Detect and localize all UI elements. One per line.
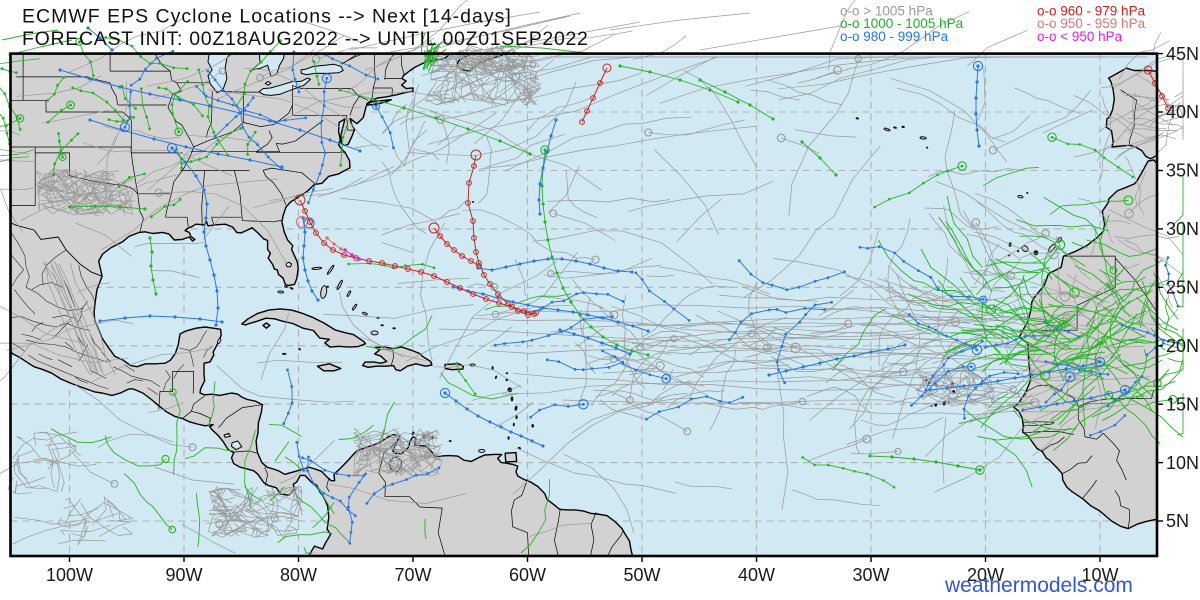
svg-text:10W: 10W xyxy=(1081,565,1118,585)
svg-text:o-o < 950 hPa: o-o < 950 hPa xyxy=(1037,29,1123,44)
svg-text:90W: 90W xyxy=(165,565,202,585)
svg-text:20W: 20W xyxy=(967,565,1004,585)
svg-text:35N: 35N xyxy=(1166,161,1199,181)
svg-text:70W: 70W xyxy=(394,565,431,585)
svg-text:o-o 980 - 999 hPa: o-o 980 - 999 hPa xyxy=(840,29,949,44)
svg-text:o-o 950 - 959 hPa: o-o 950 - 959 hPa xyxy=(1037,16,1146,31)
svg-text:25N: 25N xyxy=(1166,278,1199,298)
svg-text:100W: 100W xyxy=(46,565,93,585)
svg-text:o-o 960 - 979 hPa: o-o 960 - 979 hPa xyxy=(1037,4,1146,19)
svg-text:60W: 60W xyxy=(509,565,546,585)
svg-text:15N: 15N xyxy=(1166,394,1199,414)
svg-text:30N: 30N xyxy=(1166,219,1199,239)
svg-text:o-o > 1005 hPa: o-o > 1005 hPa xyxy=(840,4,933,19)
svg-text:o-o 1000 - 1005 hPa: o-o 1000 - 1005 hPa xyxy=(840,16,964,31)
svg-text:45N: 45N xyxy=(1166,44,1199,64)
svg-text:30W: 30W xyxy=(852,565,889,585)
svg-text:weathermodels.com: weathermodels.com xyxy=(944,574,1133,597)
svg-text:20N: 20N xyxy=(1166,336,1199,356)
svg-text:FORECAST INIT: 00Z18AUG2022 --: FORECAST INIT: 00Z18AUG2022 --> UNTIL 00… xyxy=(22,28,589,50)
svg-text:ECMWF EPS Cyclone Locations --: ECMWF EPS Cyclone Locations --> Next [14… xyxy=(22,6,512,28)
svg-text:40W: 40W xyxy=(738,565,775,585)
svg-text:40N: 40N xyxy=(1166,102,1199,122)
svg-text:50W: 50W xyxy=(623,565,660,585)
svg-text:10N: 10N xyxy=(1166,453,1199,473)
svg-text:80W: 80W xyxy=(280,565,317,585)
svg-text:5N: 5N xyxy=(1166,511,1189,531)
